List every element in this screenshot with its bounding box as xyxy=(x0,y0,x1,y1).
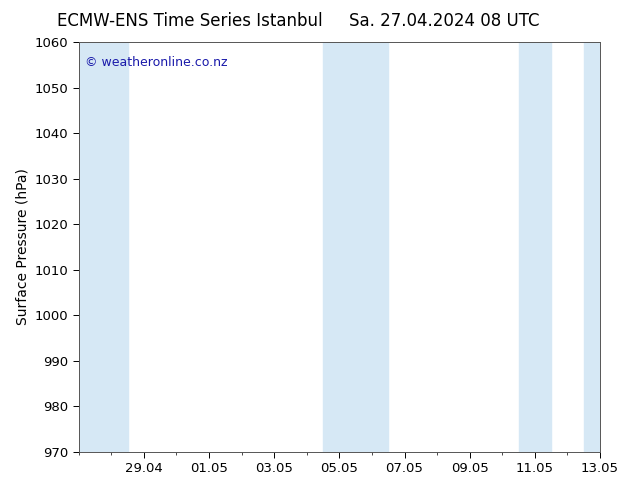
Text: Sa. 27.04.2024 08 UTC: Sa. 27.04.2024 08 UTC xyxy=(349,12,539,30)
Bar xyxy=(323,42,388,452)
Bar xyxy=(79,42,127,452)
Bar xyxy=(584,42,600,452)
Text: ECMW-ENS Time Series Istanbul: ECMW-ENS Time Series Istanbul xyxy=(58,12,323,30)
Text: © weatheronline.co.nz: © weatheronline.co.nz xyxy=(85,56,228,70)
Bar xyxy=(519,42,551,452)
Y-axis label: Surface Pressure (hPa): Surface Pressure (hPa) xyxy=(15,169,29,325)
